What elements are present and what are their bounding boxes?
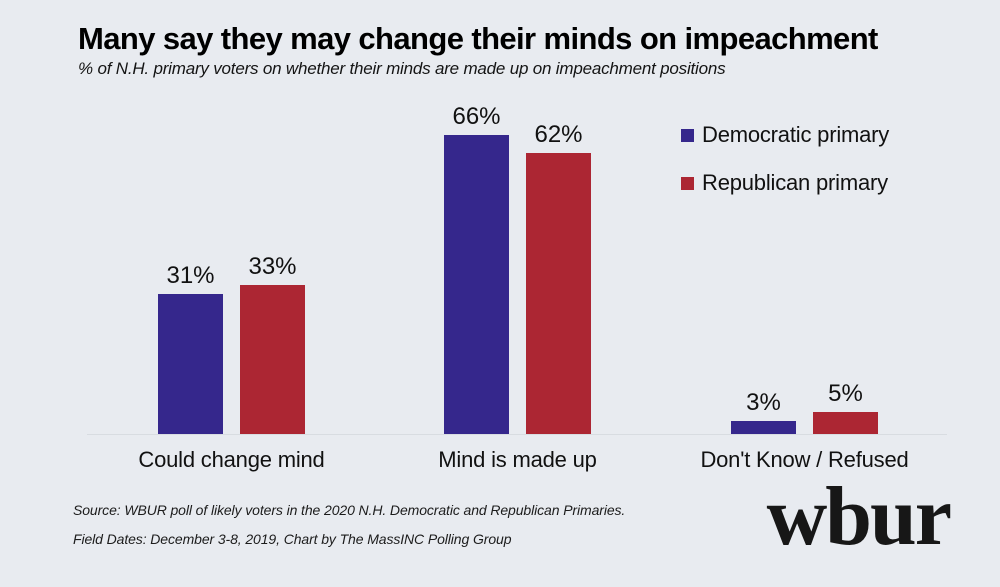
bar-democratic-primary-don-t-know-refused <box>731 421 796 435</box>
bar-republican-primary-could-change-mind <box>240 285 305 435</box>
bar-democratic-primary-mind-is-made-up <box>444 135 509 435</box>
legend-label: Democratic primary <box>702 122 890 147</box>
x-axis-line <box>87 434 947 435</box>
bar-group-could-change-mind: 31% 33% <box>158 253 305 435</box>
value-label: 3% <box>746 389 781 416</box>
legend-item-republican-primary: Republican primary <box>681 170 889 196</box>
value-label: 66% <box>452 103 501 130</box>
field-dates-line: Field Dates: December 3-8, 2019, Chart b… <box>73 531 512 547</box>
bar-wrap: 31% <box>158 262 223 435</box>
legend-swatch-democratic-primary <box>681 128 694 142</box>
category-label-don-t-know-refused: Don't Know / Refused <box>700 447 909 472</box>
legend: Democratic primary Republican primary <box>681 122 889 218</box>
bar-democratic-primary-could-change-mind <box>158 294 223 435</box>
bar-wrap: 3% <box>731 389 796 435</box>
bar-group-don-t-know-refused: 3% 5% <box>731 380 878 435</box>
value-label: 33% <box>248 253 297 280</box>
source-line: Source: WBUR poll of likely voters in th… <box>73 502 626 518</box>
legend-swatch-republican-primary <box>681 176 694 190</box>
value-label: 31% <box>166 262 215 289</box>
value-label: 5% <box>828 380 863 407</box>
value-label: 62% <box>534 121 583 148</box>
bar-wrap: 33% <box>240 253 305 435</box>
legend-item-democratic-primary: Democratic primary <box>681 122 889 148</box>
legend-label: Republican primary <box>702 170 888 195</box>
bar-wrap: 62% <box>526 121 591 435</box>
bar-group-mind-is-made-up: 66% 62% <box>444 103 591 435</box>
category-label-mind-is-made-up: Mind is made up <box>438 447 597 472</box>
source-block: Source: WBUR poll of likely voters in th… <box>73 502 625 560</box>
bar-republican-primary-mind-is-made-up <box>526 153 591 435</box>
chart-subtitle: % of N.H. primary voters on whether thei… <box>78 59 726 78</box>
chart-title: Many say they may change their minds on … <box>78 21 878 56</box>
category-label-could-change-mind: Could change mind <box>138 447 325 472</box>
bar-wrap: 66% <box>444 103 509 435</box>
bar-republican-primary-don-t-know-refused <box>813 412 878 435</box>
bar-wrap: 5% <box>813 380 878 435</box>
wbur-logo: wbur <box>766 470 952 563</box>
